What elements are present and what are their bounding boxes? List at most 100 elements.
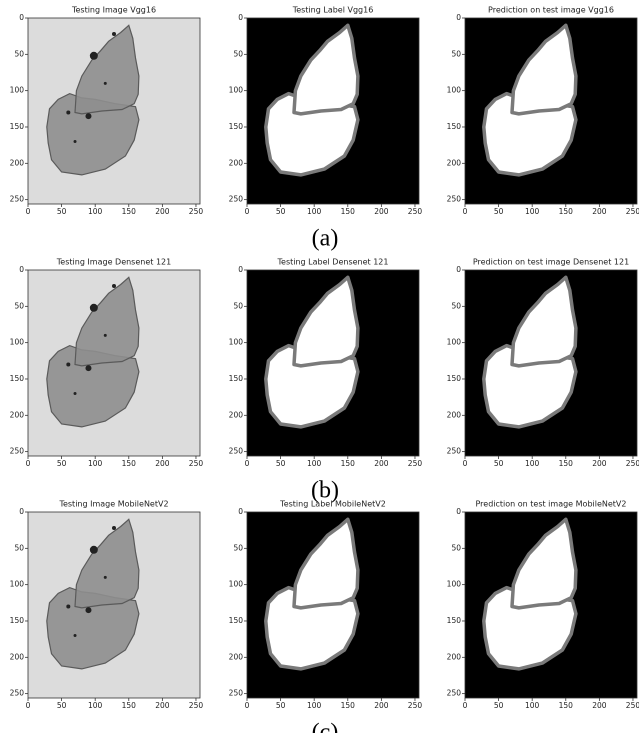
y-tick-label: 200 — [10, 410, 25, 419]
x-tick-label: 50 — [276, 459, 286, 468]
y-tick-label: 0 — [238, 507, 243, 516]
y-tick-label: 200 — [447, 652, 462, 661]
y-tick-label: 250 — [447, 447, 462, 456]
panel-image — [247, 270, 419, 456]
nucleus — [74, 140, 77, 143]
panel-image — [28, 270, 200, 456]
panel-title: Testing Label Vgg16 — [292, 6, 374, 15]
y-tick-label: 50 — [451, 543, 461, 552]
x-tick-label: 200 — [155, 459, 170, 468]
x-tick-label: 200 — [592, 207, 607, 216]
panel-title: Testing Image Densenet 121 — [56, 258, 171, 267]
x-tick-label: 50 — [57, 207, 67, 216]
caption: (c) — [312, 720, 339, 733]
y-tick-label: 200 — [229, 410, 244, 419]
panel-title: Testing Label MobileNetV2 — [279, 500, 386, 509]
y-tick-label: 0 — [19, 13, 24, 22]
x-tick-label: 50 — [494, 459, 504, 468]
x-tick-label: 250 — [408, 701, 423, 710]
nucleus — [90, 52, 98, 60]
nucleus — [85, 365, 91, 371]
panel-image — [247, 512, 419, 698]
x-tick-label: 0 — [26, 701, 31, 710]
y-tick-label: 200 — [10, 652, 25, 661]
y-tick-label: 100 — [229, 338, 244, 347]
x-tick-label: 50 — [494, 701, 504, 710]
y-tick-label: 250 — [447, 195, 462, 204]
nucleus — [66, 362, 70, 366]
x-tick-label: 200 — [155, 207, 170, 216]
x-tick-label: 200 — [155, 701, 170, 710]
nucleus — [90, 546, 98, 554]
x-tick-label: 100 — [307, 207, 322, 216]
x-tick-label: 150 — [341, 207, 356, 216]
nucleus — [90, 304, 98, 312]
y-tick-label: 50 — [233, 301, 243, 310]
x-tick-label: 150 — [559, 701, 574, 710]
panel-image — [247, 18, 419, 204]
x-tick-label: 100 — [307, 701, 322, 710]
panel-image — [28, 512, 200, 698]
y-tick-label: 0 — [456, 265, 461, 274]
y-tick-label: 50 — [14, 543, 24, 552]
x-tick-label: 250 — [189, 701, 204, 710]
panel-title: Testing Label Densenet 121 — [277, 258, 389, 267]
x-tick-label: 0 — [26, 459, 31, 468]
x-tick-label: 100 — [88, 701, 103, 710]
y-tick-label: 150 — [447, 374, 462, 383]
y-tick-label: 150 — [447, 122, 462, 131]
y-tick-label: 250 — [229, 689, 244, 698]
x-tick-label: 200 — [592, 459, 607, 468]
nucleus — [112, 284, 116, 288]
x-tick-label: 0 — [463, 459, 468, 468]
y-tick-label: 100 — [447, 580, 462, 589]
x-tick-label: 200 — [374, 459, 389, 468]
panel-image — [465, 512, 637, 698]
y-tick-label: 250 — [229, 447, 244, 456]
x-tick-label: 250 — [408, 207, 423, 216]
y-tick-label: 150 — [447, 616, 462, 625]
y-tick-label: 200 — [447, 410, 462, 419]
y-tick-label: 100 — [10, 338, 25, 347]
x-tick-label: 150 — [559, 459, 574, 468]
nucleus — [74, 392, 77, 395]
y-tick-label: 0 — [456, 13, 461, 22]
y-tick-label: 0 — [456, 507, 461, 516]
panel-title: Testing Image MobileNetV2 — [58, 500, 168, 509]
nucleus — [85, 607, 91, 613]
nucleus — [74, 634, 77, 637]
y-tick-label: 50 — [14, 49, 24, 58]
y-tick-label: 100 — [447, 86, 462, 95]
panel-title: Prediction on test image MobileNetV2 — [475, 500, 626, 509]
x-tick-label: 150 — [122, 701, 137, 710]
y-tick-label: 200 — [229, 158, 244, 167]
panel-title: Prediction on test image Densenet 121 — [473, 258, 629, 267]
y-tick-label: 0 — [19, 507, 24, 516]
x-tick-label: 100 — [525, 459, 540, 468]
x-tick-label: 50 — [57, 701, 67, 710]
x-tick-label: 0 — [245, 701, 250, 710]
x-tick-label: 200 — [592, 701, 607, 710]
x-tick-label: 150 — [559, 207, 574, 216]
y-tick-label: 200 — [229, 652, 244, 661]
y-tick-label: 0 — [19, 265, 24, 274]
x-tick-label: 250 — [626, 459, 639, 468]
figure: Testing Image Vgg16050100150200250050100… — [0, 0, 639, 733]
panel-title: Prediction on test image Vgg16 — [488, 6, 614, 15]
y-tick-label: 50 — [233, 543, 243, 552]
nucleus — [112, 526, 116, 530]
y-tick-label: 150 — [10, 374, 25, 383]
caption: (a) — [312, 226, 339, 252]
x-tick-label: 250 — [189, 207, 204, 216]
y-tick-label: 250 — [229, 195, 244, 204]
x-tick-label: 150 — [341, 459, 356, 468]
x-tick-label: 50 — [276, 701, 286, 710]
x-tick-label: 0 — [463, 207, 468, 216]
nucleus — [104, 334, 107, 337]
panel-image — [465, 270, 637, 456]
y-tick-label: 250 — [10, 195, 25, 204]
nucleus — [104, 82, 107, 85]
x-tick-label: 250 — [408, 459, 423, 468]
x-tick-label: 100 — [88, 459, 103, 468]
x-tick-label: 100 — [88, 207, 103, 216]
